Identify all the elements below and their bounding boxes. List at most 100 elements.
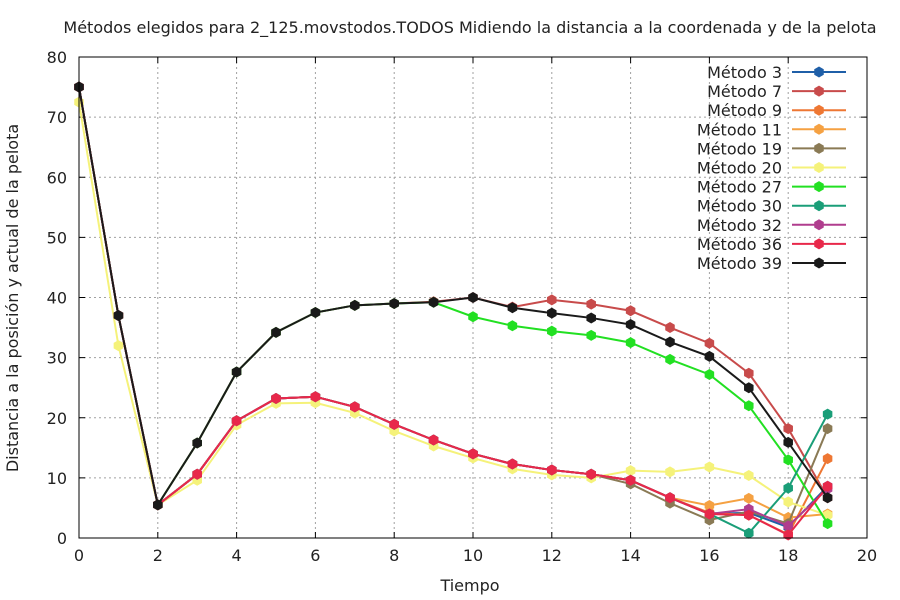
data-point (665, 492, 675, 504)
series (74, 81, 833, 541)
plot-frame (78, 56, 868, 539)
data-point (665, 336, 675, 348)
x-tick-label: 2 (153, 546, 163, 565)
legend-marker (814, 238, 824, 250)
y-axis-title: Distancia a la posición y actual de la p… (3, 124, 22, 472)
data-point (428, 296, 439, 308)
data-point (783, 436, 793, 448)
data-point (389, 298, 399, 310)
legend-label: Método 3 (707, 63, 782, 82)
data-point (704, 337, 715, 349)
data-point (704, 461, 715, 473)
data-point (783, 496, 793, 508)
legend-entry: Método 19 (697, 139, 846, 158)
y-tick-label: 0 (57, 529, 67, 548)
legend-label: Método 9 (707, 101, 782, 120)
legend-marker (814, 162, 824, 173)
series-line (78, 101, 828, 517)
data-point (113, 340, 124, 352)
x-tick-label: 4 (232, 546, 242, 565)
legend-entry: Método 9 (707, 101, 846, 120)
x-tick-label: 0 (74, 546, 84, 565)
data-point (547, 307, 557, 319)
data-point (310, 391, 321, 403)
data-point (507, 320, 518, 332)
data-point (822, 492, 833, 504)
legend-entry: Método 39 (697, 254, 846, 273)
x-tick-label: 18 (778, 546, 798, 565)
y-tick-label: 60 (47, 168, 67, 187)
series-line (78, 86, 829, 508)
legend-entry: Método 3 (707, 63, 846, 82)
legend-entry: Método 11 (697, 120, 846, 139)
legend-entry: Método 32 (697, 216, 846, 235)
legend-label: Método 39 (697, 254, 782, 273)
data-point (350, 401, 360, 413)
legend-entry: Método 7 (707, 82, 846, 101)
x-tick-label: 12 (542, 546, 562, 565)
data-point (822, 453, 833, 465)
data-point (822, 408, 833, 420)
data-point (744, 382, 754, 394)
data-point (744, 527, 754, 539)
data-point (428, 434, 439, 446)
data-point (625, 319, 636, 331)
legend-marker (814, 257, 824, 269)
x-tick-label: 20 (857, 546, 877, 565)
x-axis-title: Tiempo (439, 576, 499, 595)
legend-label: Método 32 (697, 216, 782, 235)
legend-label: Método 30 (697, 197, 782, 216)
data-point (468, 311, 478, 323)
legend-marker (814, 104, 824, 116)
legend-label: Método 7 (707, 82, 782, 101)
data-point (822, 518, 833, 530)
data-point (783, 520, 793, 532)
legend-entry: Método 30 (697, 197, 846, 216)
data-point (468, 448, 478, 460)
x-tick-label: 14 (620, 546, 640, 565)
data-point (113, 310, 124, 322)
axes: 0 2 4 6 8 10 12 14 16 18 20 0 10 20 30 40 50 60 70 80 (47, 48, 878, 565)
data-point (704, 500, 715, 512)
legend-marker (814, 181, 824, 193)
legend-entry: Método 20 (697, 159, 846, 178)
data-point (389, 418, 399, 430)
data-point (547, 464, 557, 476)
data-point (822, 423, 833, 435)
data-point (231, 366, 242, 378)
series-line (78, 86, 829, 537)
data-point (586, 312, 596, 324)
data-point (744, 492, 754, 504)
data-point (744, 367, 754, 379)
data-point (744, 400, 754, 412)
y-tick-label: 10 (47, 469, 67, 488)
data-point (665, 322, 675, 334)
y-tick-label: 30 (47, 349, 67, 368)
data-point (704, 368, 715, 380)
data-point (704, 508, 715, 520)
data-point (547, 294, 557, 306)
legend-label: Método 19 (697, 139, 782, 158)
legend-marker (814, 85, 824, 97)
data-point (586, 468, 596, 480)
legend-entry: Método 36 (697, 235, 846, 254)
legend-marker (814, 142, 824, 154)
x-tick-label: 8 (389, 546, 399, 565)
data-point (783, 482, 793, 494)
series-11 (74, 81, 833, 511)
data-point (468, 292, 478, 303)
data-point (625, 465, 636, 477)
data-point (507, 302, 518, 314)
data-point (704, 350, 715, 362)
legend-marker (814, 219, 824, 231)
legend-marker (814, 123, 824, 135)
y-tick-label: 80 (47, 48, 67, 67)
data-point (153, 499, 163, 511)
y-tick-label: 20 (47, 409, 67, 428)
data-point (625, 305, 636, 317)
chart-title: Métodos elegidos para 2_125.movstodos.TO… (63, 18, 876, 38)
legend-label: Método 11 (697, 120, 782, 139)
data-point (586, 329, 596, 341)
data-point (783, 454, 793, 466)
